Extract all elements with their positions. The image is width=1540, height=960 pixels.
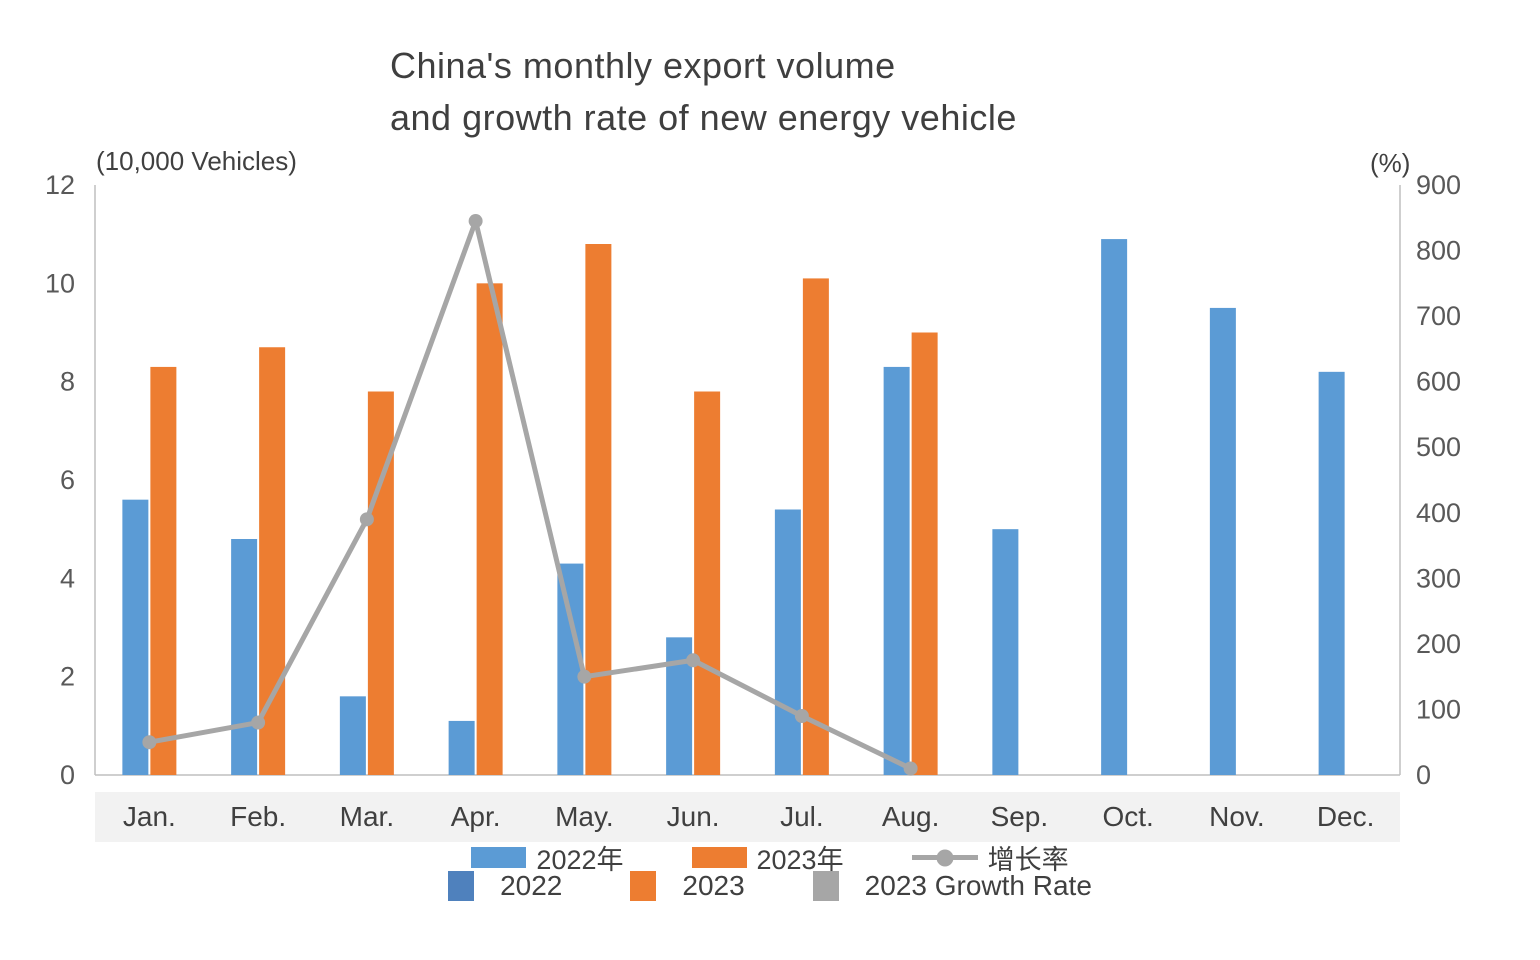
right-axis-tick-200: 200 xyxy=(1416,629,1461,659)
right-axis-tick-400: 400 xyxy=(1416,498,1461,528)
legend-label-2022-cn: 2022年 xyxy=(536,845,624,875)
legend-swatch-2023-en xyxy=(630,871,657,901)
bar-2022年-Nov. xyxy=(1209,307,1236,775)
bar-2023年-Apr. xyxy=(476,283,503,775)
x-axis-label-Nov.: Nov. xyxy=(1209,801,1265,832)
x-axis-label-Mar.: Mar. xyxy=(340,801,394,832)
legend-label-growth-cn: 增长率 xyxy=(987,845,1069,875)
chart-title-line2: and growth rate of new energy vehicle xyxy=(390,97,1017,138)
bar-2022年-Sep. xyxy=(992,529,1019,775)
right-axis-tick-0: 0 xyxy=(1416,760,1431,790)
legend-swatch-2023-cn xyxy=(691,847,747,868)
bar-2022年-Feb. xyxy=(231,539,258,775)
bar-2023年-Jan. xyxy=(150,366,177,775)
x-axis-label-Jul.: Jul. xyxy=(780,801,824,832)
left-axis-tick-6: 6 xyxy=(60,465,75,495)
bar-2022年-Aug. xyxy=(883,366,910,775)
x-axis-label-May.: May. xyxy=(555,801,614,832)
right-axis-tick-900: 900 xyxy=(1416,170,1461,200)
x-axis-label-Dec.: Dec. xyxy=(1317,801,1375,832)
legend-swatch-2022-en xyxy=(448,871,475,901)
growth-rate-marker-Aug. xyxy=(903,761,918,776)
legend-label-2023-cn: 2023年 xyxy=(756,845,844,875)
bar-2023年-May. xyxy=(585,244,612,775)
legend-item-2023-en: 2023 xyxy=(630,870,745,902)
left-axis-tick-4: 4 xyxy=(60,563,75,593)
right-axis-tick-300: 300 xyxy=(1416,563,1461,593)
x-axis-label-Oct.: Oct. xyxy=(1102,801,1153,832)
legend-swatch-growth-line xyxy=(911,849,978,866)
bar-2023年-Jul. xyxy=(802,278,829,775)
legend-label-growth-en: 2023 Growth Rate xyxy=(864,870,1092,901)
bar-2023年-Feb. xyxy=(259,347,286,775)
x-axis-label-band xyxy=(95,792,1400,842)
legend-item-growth-en: 2023 Growth Rate xyxy=(812,870,1092,902)
right-axis-tick-600: 600 xyxy=(1416,367,1461,397)
chart-title: China's monthly export volume and growth… xyxy=(390,40,1017,144)
x-axis-label-Aug.: Aug. xyxy=(882,801,940,832)
growth-rate-marker-Jan. xyxy=(142,735,157,750)
bar-2022年-Dec. xyxy=(1318,371,1345,775)
left-axis-tick-2: 2 xyxy=(60,662,75,692)
growth-rate-marker-Feb. xyxy=(251,715,266,730)
bar-2022年-Jan. xyxy=(122,499,149,775)
right-axis-tick-100: 100 xyxy=(1416,694,1461,724)
legend-label-2022-en: 2022 xyxy=(500,870,563,901)
legend-item-2022-cn: 2022年 xyxy=(471,838,624,877)
legend-label-2023-en: 2023 xyxy=(682,870,745,901)
growth-rate-marker-Apr. xyxy=(468,214,483,229)
bar-2022年-Mar. xyxy=(339,696,366,775)
left-axis-unit-label: (10,000 Vehicles) xyxy=(96,146,297,176)
x-axis-label-Sep.: Sep. xyxy=(991,801,1049,832)
growth-rate-line xyxy=(146,218,914,771)
growth-rate-marker-Jun. xyxy=(686,653,701,668)
left-axis-tick-12: 12 xyxy=(45,170,75,200)
right-axis-tick-700: 700 xyxy=(1416,301,1461,331)
left-axis-tick-0: 0 xyxy=(60,760,75,790)
legend-swatch-growth-en xyxy=(812,871,839,901)
x-axis-label-Feb.: Feb. xyxy=(230,801,286,832)
bar-2022年-Apr. xyxy=(448,720,475,775)
legend-growth-line-marker xyxy=(936,849,954,866)
x-axis-label-Jun.: Jun. xyxy=(667,801,720,832)
growth-rate-marker-Mar. xyxy=(359,512,374,527)
x-axis-label-Jan.: Jan. xyxy=(123,801,176,832)
bar-2023年-Jun. xyxy=(694,391,721,775)
legend-item-2023-cn: 2023年 xyxy=(691,838,844,877)
x-axis-label-Apr.: Apr. xyxy=(451,801,501,832)
bar-2022年-May. xyxy=(557,563,584,775)
bar-2022年-Oct. xyxy=(1101,239,1128,776)
legend-item-growth-cn: 增长率 xyxy=(911,838,1069,877)
right-axis-tick-500: 500 xyxy=(1416,432,1461,462)
left-axis-tick-10: 10 xyxy=(45,268,75,298)
right-axis-unit-label: (%) xyxy=(1370,148,1411,178)
right-axis-tick-800: 800 xyxy=(1416,236,1461,266)
chart-title-line1: China's monthly export volume xyxy=(390,45,896,86)
bar-2022年-Jul. xyxy=(774,509,801,775)
growth-rate-marker-May. xyxy=(577,669,592,684)
left-axis-tick-8: 8 xyxy=(60,367,75,397)
legend-item-2022-en: 2022 xyxy=(448,870,562,902)
growth-rate-marker-Jul. xyxy=(794,709,809,723)
bar-2023年-Aug. xyxy=(911,332,938,775)
legend-swatch-2022-cn xyxy=(471,847,527,868)
legend-row-english: 2022 2023 2023 Growth Rate xyxy=(0,870,1540,902)
legend-row-chinese: 2022年 2023年 增长率 xyxy=(0,838,1540,877)
